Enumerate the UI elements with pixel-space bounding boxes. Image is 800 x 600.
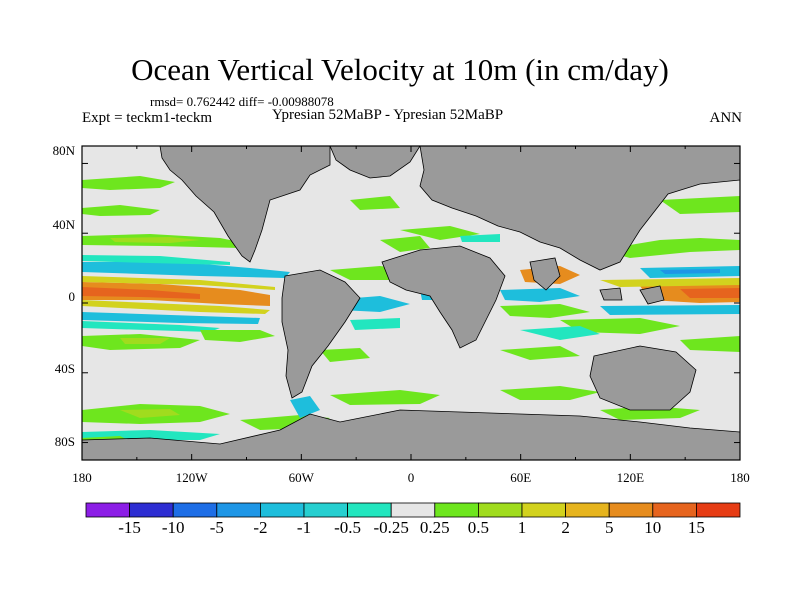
colorbar-label: 5 [605, 518, 614, 537]
x-tick-label: 120E [617, 470, 645, 485]
antarctica-landmass [82, 409, 740, 460]
map-area [82, 146, 740, 460]
field-patch [82, 287, 200, 299]
colorbar-swatch [85, 502, 130, 518]
field-patch [460, 234, 500, 242]
field-patch [500, 386, 600, 400]
colorbar-label: -2 [253, 518, 267, 537]
colorbar-swatch [129, 502, 174, 518]
field-patch [500, 346, 580, 360]
field-patch [120, 409, 180, 418]
colorbar-label: -1 [297, 518, 311, 537]
colorbar-label: -0.25 [373, 518, 408, 537]
island-landmass [639, 285, 665, 305]
field-patch [82, 300, 270, 314]
africa-landmass [381, 245, 506, 349]
field-patch [82, 321, 220, 332]
field-patch [330, 390, 440, 405]
colorbar-swatch [216, 502, 261, 518]
field-patch [600, 278, 740, 287]
y-tick-label: 40N [53, 217, 76, 232]
x-tick-label: 0 [408, 470, 415, 485]
colorbar-swatch [521, 502, 566, 518]
y-tick-label: 80N [53, 143, 76, 158]
colorbar-swatch [652, 502, 697, 518]
colorbar-label: 1 [518, 518, 527, 537]
south-america-landmass [281, 269, 361, 399]
field-patch [400, 226, 480, 240]
field-patch [82, 276, 275, 290]
velocity-field [82, 156, 740, 452]
y-tick-label: 40S [55, 361, 75, 376]
greenland-landmass [329, 146, 421, 179]
colorbar-label: -15 [118, 518, 141, 537]
x-axis-ticks [81, 146, 741, 460]
y-tick-label: 80S [55, 434, 75, 449]
field-patch [200, 330, 275, 342]
field-patch [660, 196, 740, 214]
x-tick-label: 60W [289, 470, 315, 485]
chart-title: Ocean Vertical Velocity at 10m (in cm/da… [131, 52, 669, 87]
y-tick-label: 0 [69, 289, 76, 304]
colorbar-label: 15 [688, 518, 705, 537]
field-patch [500, 288, 580, 302]
y-axis-ticks [82, 162, 740, 444]
rmsd-diff-stats: rmsd= 0.762442 diff= -0.00988078 [150, 94, 334, 109]
colorbar-swatch [390, 502, 436, 518]
colorbar-swatch [172, 502, 218, 518]
comparison-subtitle: Ypresian 52MaBP - Ypresian 52MaBP [272, 107, 504, 123]
colorbar-label: 2 [561, 518, 570, 537]
colorbar-swatch [434, 502, 479, 518]
season-label: ANN [709, 110, 743, 126]
colorbar [85, 502, 741, 518]
field-patch [82, 205, 160, 216]
field-patch [320, 348, 370, 362]
colorbar-label: 10 [644, 518, 661, 537]
field-patch [350, 196, 400, 210]
field-patch [82, 176, 175, 190]
field-patch [82, 255, 230, 265]
north-america-landmass [159, 146, 331, 263]
field-patch [82, 312, 260, 324]
colorbar-swatch [303, 502, 348, 518]
field-patch [110, 237, 200, 243]
field-patch [120, 338, 170, 344]
colorbar-label: -10 [162, 518, 185, 537]
x-tick-label: 120W [176, 470, 209, 485]
field-patch [500, 304, 590, 318]
colorbar-label: 0.5 [468, 518, 489, 537]
colorbar-label: 0.25 [420, 518, 450, 537]
island-landmass [599, 287, 623, 301]
field-patch [680, 336, 740, 352]
x-tick-label: 180 [730, 470, 750, 485]
field-patch [600, 238, 740, 258]
x-tick-label: 60E [510, 470, 531, 485]
colorbar-label: -0.5 [334, 518, 361, 537]
colorbar-labels: -15 -10 -5 -2 -1 -0.5 -0.25 0.25 0.5 1 2… [118, 518, 705, 537]
field-patch [680, 288, 740, 298]
colorbar-swatch [259, 502, 305, 518]
field-patch [350, 318, 400, 330]
field-patch [290, 396, 320, 418]
experiment-label: Expt = teckm1-teckm [82, 110, 213, 126]
field-patch [520, 326, 600, 340]
colorbar-swatch [696, 502, 741, 518]
land-masses [82, 146, 740, 460]
field-patch [600, 305, 740, 315]
field-patch [600, 406, 700, 420]
field-patch [660, 269, 720, 274]
colorbar-swatch [477, 502, 523, 518]
eurasia-landmass [419, 146, 740, 271]
colorbar-swatch [347, 502, 392, 518]
x-tick-label: 180 [72, 470, 92, 485]
field-patch [380, 236, 430, 252]
india-landmass [529, 257, 561, 291]
colorbar-label: -5 [210, 518, 224, 537]
colorbar-swatch [608, 502, 654, 518]
field-patch [82, 262, 290, 278]
colorbar-swatch [565, 502, 610, 518]
australia-landmass [589, 345, 697, 411]
